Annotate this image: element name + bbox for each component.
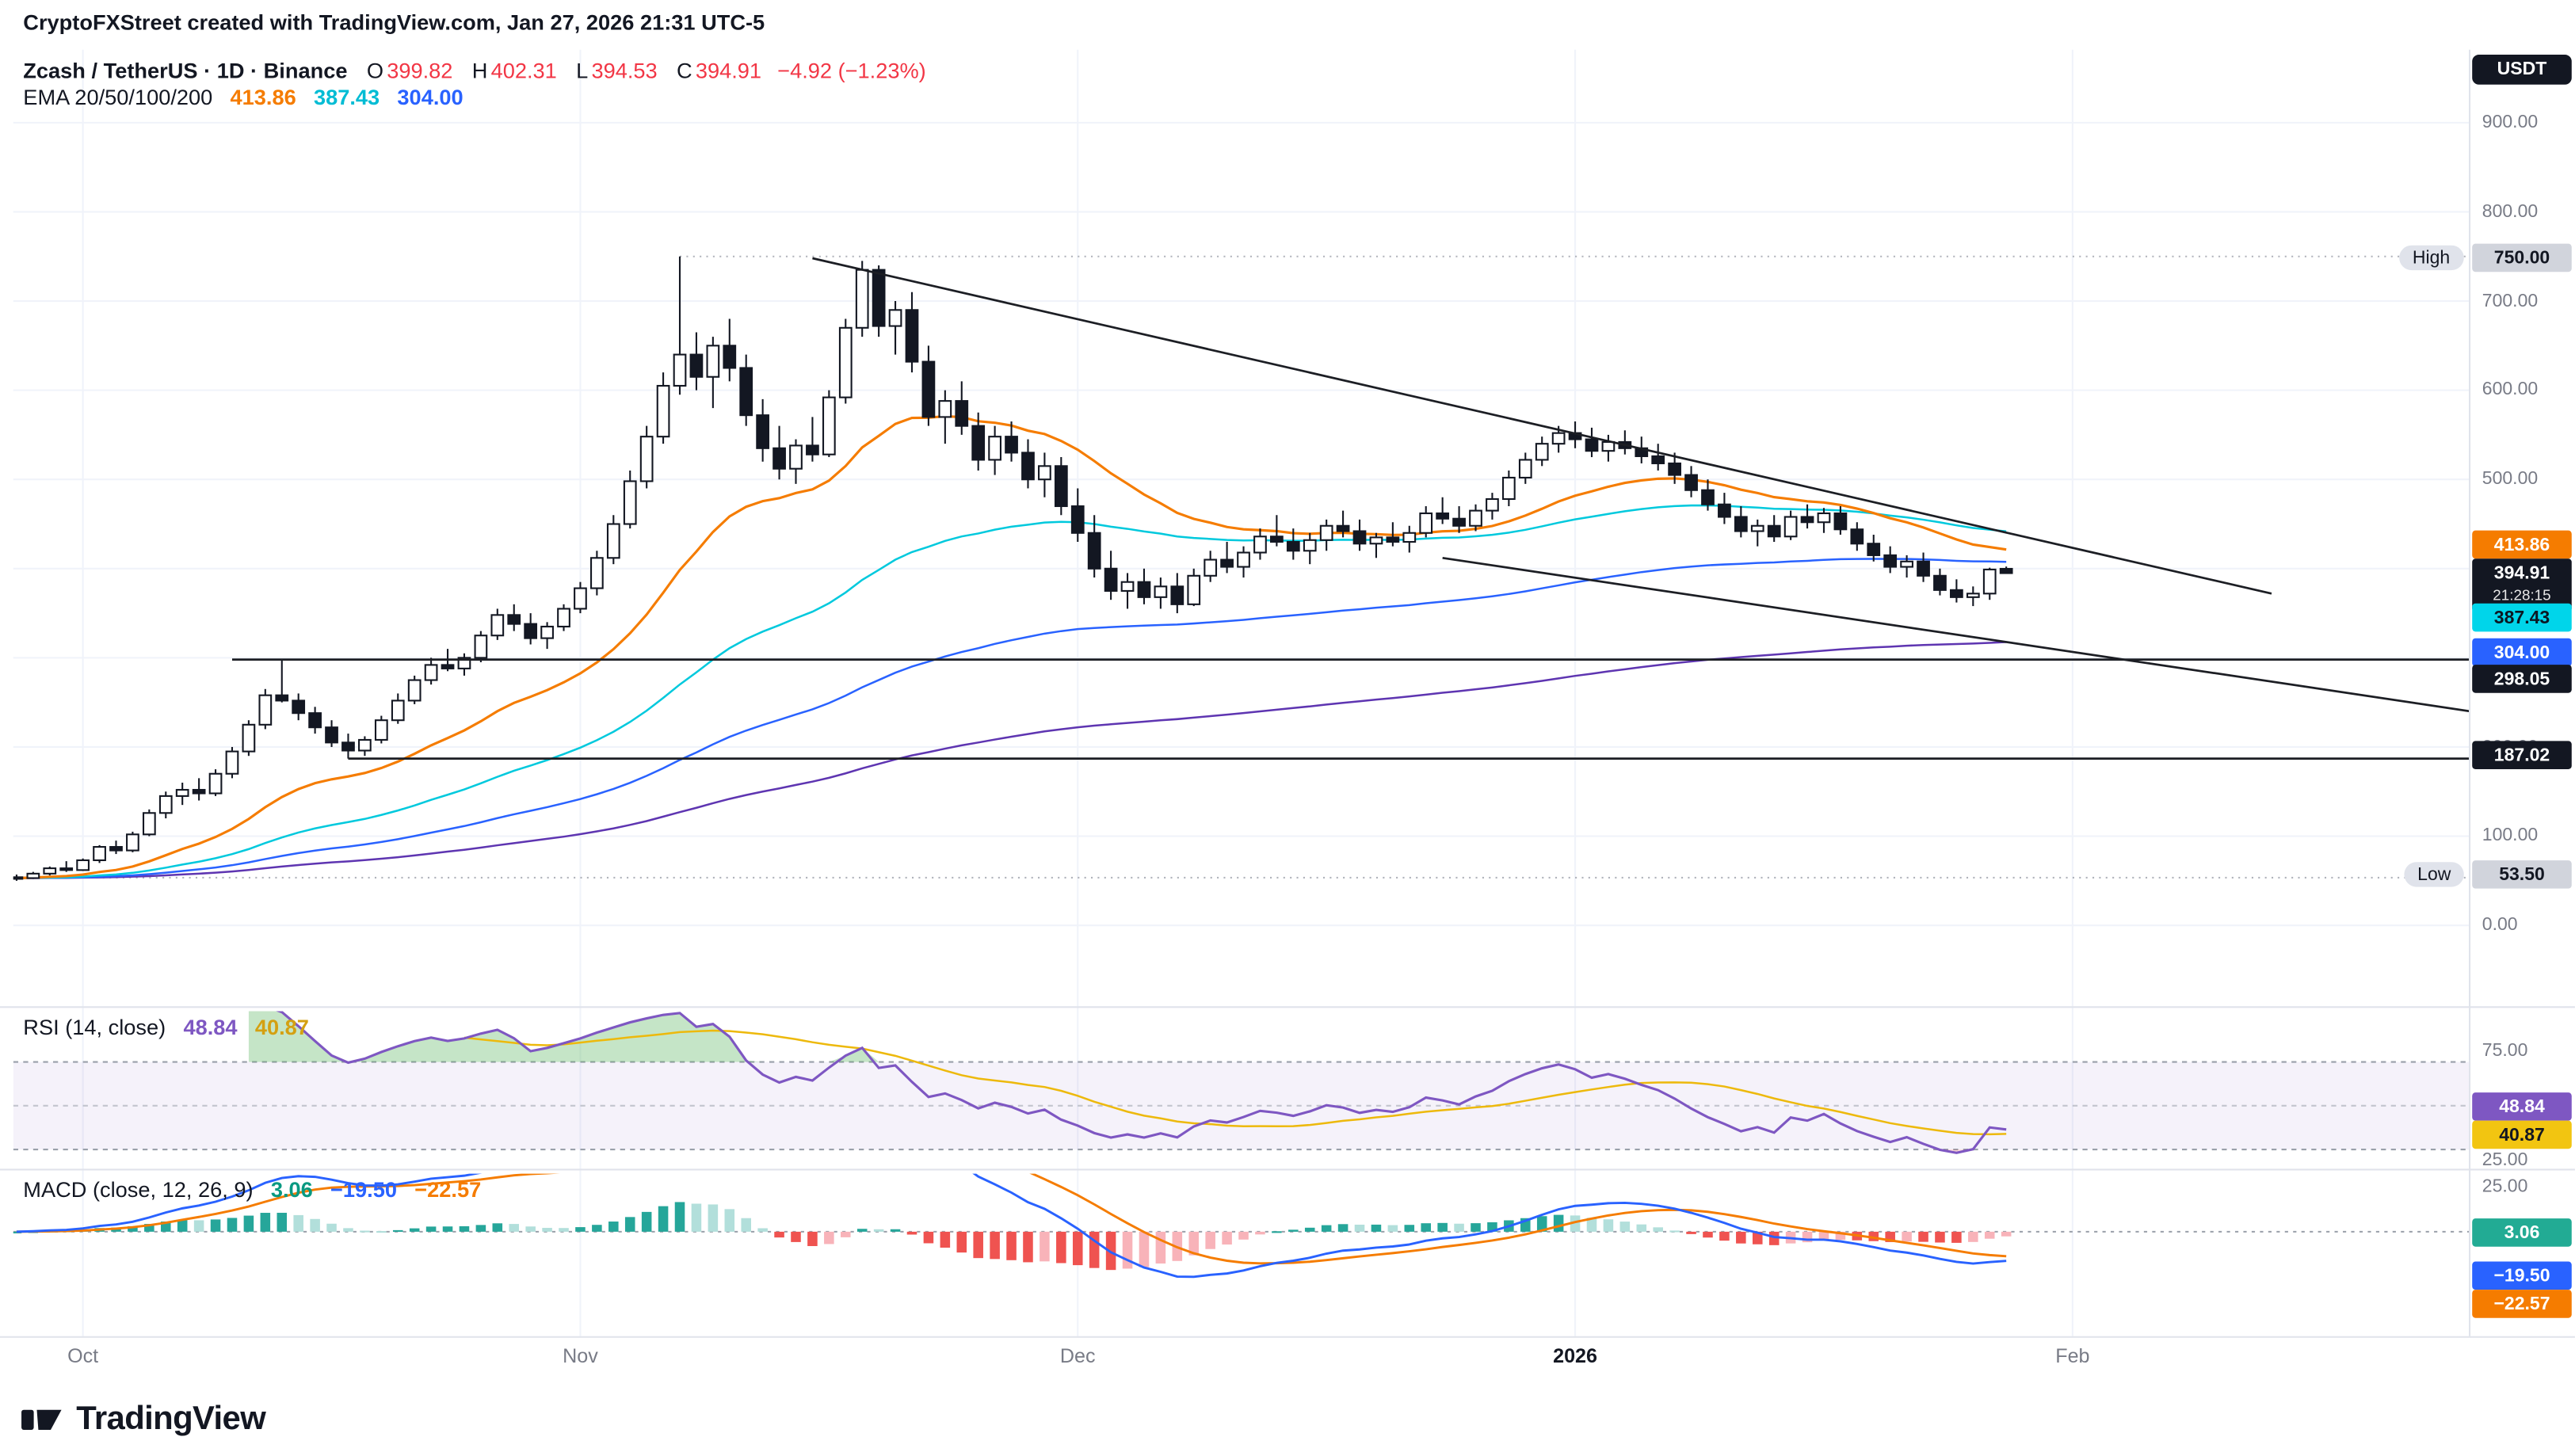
rsi-ma-axis-badge: 40.87 (2472, 1120, 2572, 1149)
price-axis-tick: 500.00 (2482, 469, 2539, 490)
price-axis-tick: 600.00 (2482, 380, 2539, 401)
ema-indicator-title: EMA 20/50/100/200 (23, 84, 213, 110)
ohlc-open-value: 399.82 (387, 58, 453, 83)
macd-signal-axis-badge: −22.57 (2472, 1290, 2572, 1318)
last-price-badge: 394.91 21:28:15 (2472, 558, 2572, 612)
rsi-ma-value: 40.87 (254, 1014, 309, 1040)
ohlc-close-label: C (676, 58, 692, 83)
ema-legend-row[interactable]: EMA 20/50/100/200 413.86 387.43 304.00 (23, 85, 463, 109)
ohlc-close-value: 394.91 (695, 58, 762, 83)
macd-indicator-title: MACD (close, 12, 26, 9) (23, 1176, 254, 1203)
ema20-value: 413.86 (230, 84, 296, 110)
price-axis-tick: 800.00 (2482, 201, 2539, 222)
ema100-value: 304.00 (397, 84, 464, 110)
symbol-title: Zcash / TetherUS · 1D · Binance (23, 58, 348, 83)
rsi-indicator-title: RSI (14, close) (23, 1014, 166, 1040)
price-axis-currency-badge[interactable]: USDT (2472, 55, 2572, 85)
ohlc-high-label: H (471, 58, 488, 83)
tradingview-brand-text: TradingView (76, 1400, 266, 1437)
ohlc-low-label: L (576, 58, 589, 83)
support-298-badge: 298.05 (2472, 665, 2572, 693)
chart-credit-text: CryptoFXStreet created with TradingView.… (23, 10, 765, 35)
symbol-legend-row[interactable]: Zcash / TetherUS · 1D · Binance O 399.82 … (23, 58, 925, 82)
tradingview-logo[interactable]: TradingView (20, 1397, 266, 1440)
bar-countdown: 21:28:15 (2493, 586, 2551, 604)
macd-hist-value: 3.06 (270, 1176, 313, 1203)
price-axis-tick: 700.00 (2482, 291, 2539, 311)
low-price-badge: 53.50 (2472, 860, 2572, 889)
rsi-legend-row[interactable]: RSI (14, close) 48.84 40.87 (23, 1015, 309, 1039)
macd-hist-axis-badge: 3.06 (2472, 1218, 2572, 1247)
price-axis-tick: 100.00 (2482, 825, 2539, 847)
time-axis-label: 2026 (1553, 1344, 1598, 1368)
rsi-axis-tick: 75.00 (2482, 1041, 2528, 1062)
ohlc-low-value: 394.53 (591, 58, 658, 83)
time-axis-label: Feb (2055, 1344, 2090, 1368)
ema100-price-badge: 304.00 (2472, 638, 2572, 667)
high-label-pill: High (2399, 245, 2463, 271)
high-price-badge: 750.00 (2472, 243, 2572, 273)
price-axis-tick: 0.00 (2482, 915, 2518, 936)
ema50-price-badge: 387.43 (2472, 603, 2572, 632)
low-label-pill: Low (2404, 862, 2465, 887)
time-axis-label: Nov (563, 1344, 598, 1368)
macd-legend-row[interactable]: MACD (close, 12, 26, 9) 3.06 −19.50 −22.… (23, 1177, 481, 1202)
ema50-value: 387.43 (313, 84, 380, 110)
price-axis-tick: 900.00 (2482, 112, 2539, 133)
time-axis-label: Oct (67, 1344, 99, 1368)
support-187-badge: 187.02 (2472, 741, 2572, 770)
rsi-value: 48.84 (183, 1014, 238, 1040)
macd-line-value: −19.50 (330, 1176, 398, 1203)
macd-axis-tick: 25.00 (2482, 1176, 2528, 1197)
change-value: −4.92 (−1.23%) (777, 58, 926, 83)
ohlc-open-label: O (366, 58, 384, 83)
rsi-axis-badge: 48.84 (2472, 1092, 2572, 1121)
ohlc-high-value: 402.31 (490, 58, 557, 83)
ema20-price-badge: 413.86 (2472, 530, 2572, 559)
macd-line-axis-badge: −19.50 (2472, 1261, 2572, 1290)
rsi-axis-tick: 25.00 (2482, 1150, 2528, 1171)
time-axis-label: Dec (1059, 1344, 1096, 1368)
last-price-value: 394.91 (2493, 563, 2550, 584)
tradingview-logo-icon (21, 1409, 62, 1430)
macd-signal-value: −22.57 (414, 1176, 482, 1203)
